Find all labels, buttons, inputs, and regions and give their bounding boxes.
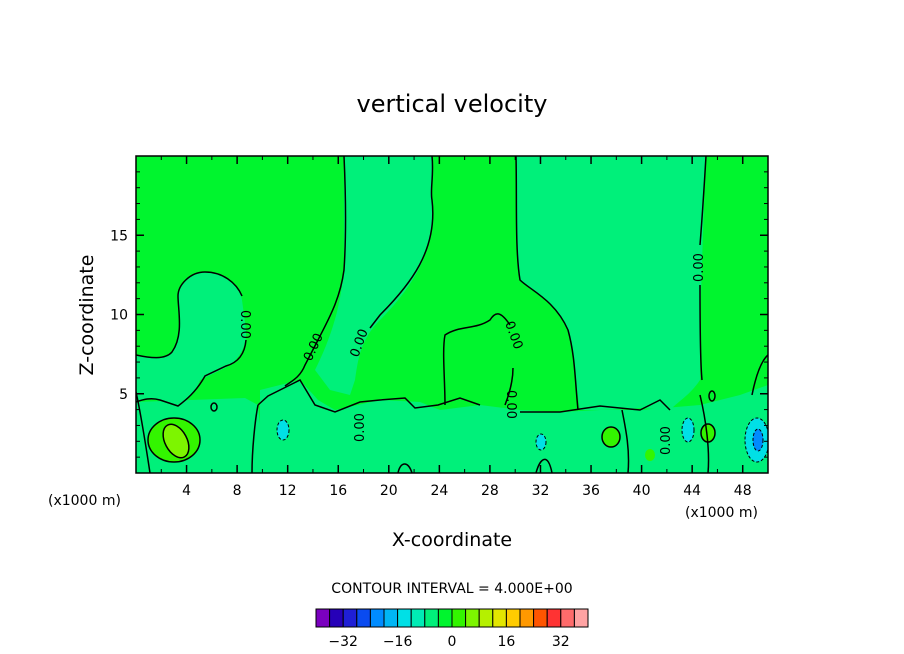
positive-lobe-38 — [602, 427, 620, 447]
colorbar-swatch — [437, 608, 453, 628]
colorbar-swatch — [424, 608, 439, 628]
contour-ring-small-2 — [708, 390, 716, 402]
colorbar-swatch — [451, 608, 467, 628]
colorbar-swatch — [315, 608, 331, 628]
contour-line-right-left — [515, 156, 579, 411]
x-unit-left: (x1000 m) — [48, 493, 121, 509]
contour-line-center-left — [284, 156, 347, 387]
x-tick-label: 44 — [683, 483, 701, 499]
neg-contour-12 — [276, 419, 290, 441]
negative-spot-32 — [536, 434, 546, 450]
y-tick-label: 15 — [110, 228, 128, 244]
x-tick-label: 32 — [532, 483, 550, 499]
contour-label: 0.00 — [659, 426, 674, 455]
colorbar-swatch — [560, 608, 575, 628]
x-tick-label: 12 — [279, 483, 297, 499]
y-axis-label: Z-coordinate — [76, 255, 98, 376]
contour-label: 0.00 — [237, 310, 252, 339]
contour-line-left-lower — [136, 339, 247, 407]
colorbar-swatch — [533, 608, 548, 628]
colorbar-swatch — [383, 608, 399, 628]
x-tick-label: 24 — [430, 483, 448, 499]
colorbar-swatch — [356, 608, 371, 628]
contour-line-ground-2 — [251, 404, 259, 473]
neg-contour-49-inner — [752, 428, 764, 452]
contour-line-mid-dome — [442, 313, 514, 406]
negative-spot-12 — [277, 420, 289, 440]
contour-lines — [136, 156, 768, 473]
neg-contour-32 — [535, 433, 547, 451]
contour-line-right-right — [699, 156, 707, 381]
contour-field — [136, 156, 768, 473]
colorbar-swatch — [342, 608, 358, 628]
colorbar-tick-label: −16 — [383, 634, 413, 650]
y-tick-label: 10 — [110, 308, 128, 324]
colorbar-swatch — [519, 608, 535, 628]
neg-contour-44 — [681, 417, 695, 443]
contour-line-right-edge — [751, 354, 768, 396]
x-tick-label: 20 — [380, 483, 398, 499]
x-tick-label: 4 — [182, 483, 191, 499]
x-tick-label: 40 — [633, 483, 651, 499]
colorbar-swatch — [369, 608, 385, 628]
contour-ring-left-outer — [147, 417, 201, 463]
contour-ring-left-inner — [162, 423, 190, 459]
contour-line-ground-5 — [621, 409, 630, 473]
negative-region-left — [136, 272, 247, 405]
contour-interval: CONTOUR INTERVAL = 4.000E+00 — [331, 581, 572, 597]
x-unit-right: (x1000 m) — [685, 505, 758, 521]
contour-label: 0.00 — [503, 390, 518, 419]
x-tick-label: 28 — [481, 483, 499, 499]
positive-lobe-45 — [701, 424, 715, 442]
negative-contours — [276, 417, 768, 463]
colorbar-swatch — [505, 608, 521, 628]
y-axis: 5 10 15 — [110, 171, 768, 458]
neg-contour-49-outer — [744, 417, 768, 463]
negative-band-lower — [260, 380, 768, 473]
x-axis-label: X-coordinate — [392, 529, 512, 551]
contour-label: 0.00 — [353, 413, 368, 442]
colorbar-swatch — [546, 608, 562, 628]
contour-label: 0.00 — [692, 253, 707, 282]
x-tick-label: 16 — [329, 483, 347, 499]
contour-line-ground-3 — [397, 463, 413, 473]
contour-line-lower-band — [257, 379, 671, 413]
y-tick-label: 5 — [119, 387, 128, 403]
colorbar-swatch — [329, 608, 344, 628]
positive-core-left — [163, 424, 189, 458]
contour-line-left-bubble — [136, 271, 243, 359]
colorbar-swatch — [573, 608, 589, 628]
x-tick-label: 48 — [734, 483, 752, 499]
x-tick-label: 36 — [582, 483, 600, 499]
contour-ring-small-1 — [210, 402, 218, 412]
colorbar-tick-label: 16 — [497, 634, 515, 650]
colorbar — [315, 608, 589, 628]
colorbar-swatch — [492, 608, 507, 628]
chart-title: vertical velocity — [357, 90, 548, 118]
colorbar-swatch — [410, 608, 426, 628]
colorbar-swatch — [478, 608, 494, 628]
colorbar-tick-label: 32 — [552, 634, 570, 650]
contour-line-ground-6 — [699, 394, 710, 473]
positive-lobe-41 — [645, 449, 655, 461]
colorbar-swatch — [397, 608, 412, 628]
contour-line-ground-4 — [535, 458, 553, 473]
negative-core-49 — [753, 429, 763, 451]
x-axis: 4 8 12 16 20 24 28 32 36 40 44 48 — [160, 156, 752, 499]
negative-column-center — [315, 156, 433, 395]
contour-ring-45 — [700, 423, 716, 443]
contour-ring-38 — [601, 426, 621, 448]
negative-column-right — [516, 156, 706, 410]
contour-line-ground-left — [136, 391, 151, 473]
negative-spot-44 — [682, 418, 694, 442]
colorbar-swatch — [465, 608, 480, 628]
x-tick-label: 8 — [233, 483, 242, 499]
colorbar-tick-label: −32 — [328, 634, 358, 650]
colorbar-ticks: −32 −16 0 16 32 — [328, 634, 569, 650]
contour-line-center-right — [369, 156, 434, 329]
colorbar-tick-label: 0 — [448, 634, 457, 650]
